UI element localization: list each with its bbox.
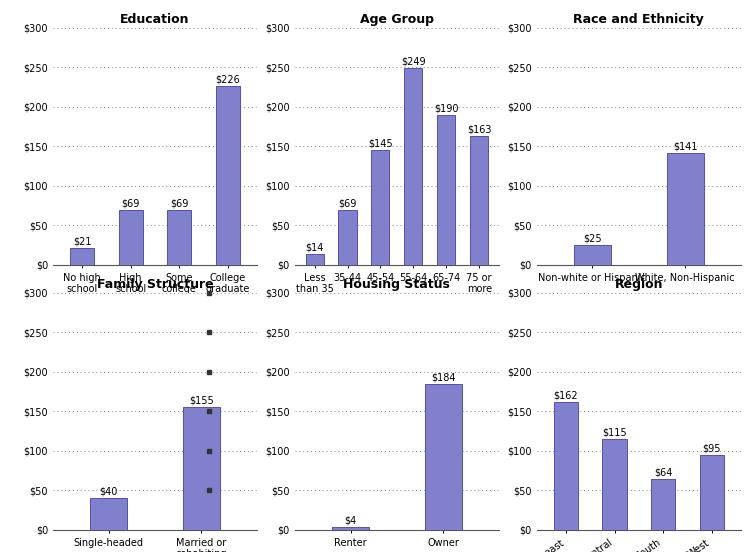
Text: $190: $190 [434,103,459,113]
Title: Race and Ethnicity: Race and Ethnicity [574,13,704,26]
Bar [371,150,389,265]
Bar [699,455,723,530]
Text: $69: $69 [170,199,188,209]
Text: $145: $145 [368,139,393,148]
Bar [70,248,94,265]
Bar [603,439,627,530]
Text: $226: $226 [215,75,240,84]
Text: $249: $249 [401,56,426,66]
Text: $25: $25 [583,233,602,243]
Bar [215,86,240,265]
Bar [167,210,191,265]
Title: Education: Education [120,13,190,26]
Bar [332,527,369,530]
Text: $69: $69 [122,199,140,209]
Bar [437,115,455,265]
Bar [470,136,488,265]
Text: $184: $184 [431,373,456,383]
Bar [90,498,127,530]
Text: $14: $14 [305,242,324,252]
Text: $162: $162 [553,390,578,400]
Bar [305,254,324,265]
Bar [667,153,704,265]
Text: $163: $163 [467,124,491,135]
Title: Age Group: Age Group [360,13,434,26]
Text: $21: $21 [73,237,91,247]
Text: $64: $64 [654,468,672,477]
Bar [651,479,675,530]
Bar [574,245,611,265]
Text: $155: $155 [189,396,214,406]
Bar [404,68,423,265]
Bar [425,384,462,530]
Text: $95: $95 [702,443,721,453]
Text: $69: $69 [339,199,357,209]
Bar [183,407,220,530]
Title: Family Structure: Family Structure [97,278,213,291]
Text: $40: $40 [99,487,118,497]
Title: Housing Status: Housing Status [343,278,451,291]
Bar [119,210,143,265]
Title: Region: Region [615,278,663,291]
Text: $141: $141 [673,142,698,152]
Bar [339,210,357,265]
Text: $4: $4 [345,515,357,525]
Text: $115: $115 [603,427,627,437]
Bar [553,402,578,530]
